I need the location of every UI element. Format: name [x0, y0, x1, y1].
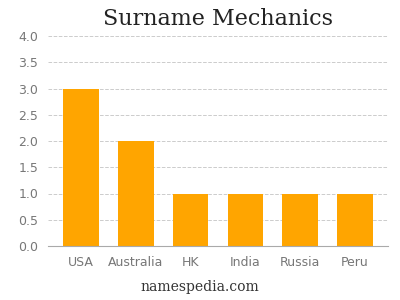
Bar [282, 194, 318, 246]
Bar [228, 194, 263, 246]
Bar [118, 141, 154, 246]
Bar [337, 194, 373, 246]
Bar [173, 194, 208, 246]
Bar [63, 88, 99, 246]
Text: namespedia.com: namespedia.com [141, 280, 259, 294]
Title: Surname Mechanics: Surname Mechanics [103, 8, 333, 30]
